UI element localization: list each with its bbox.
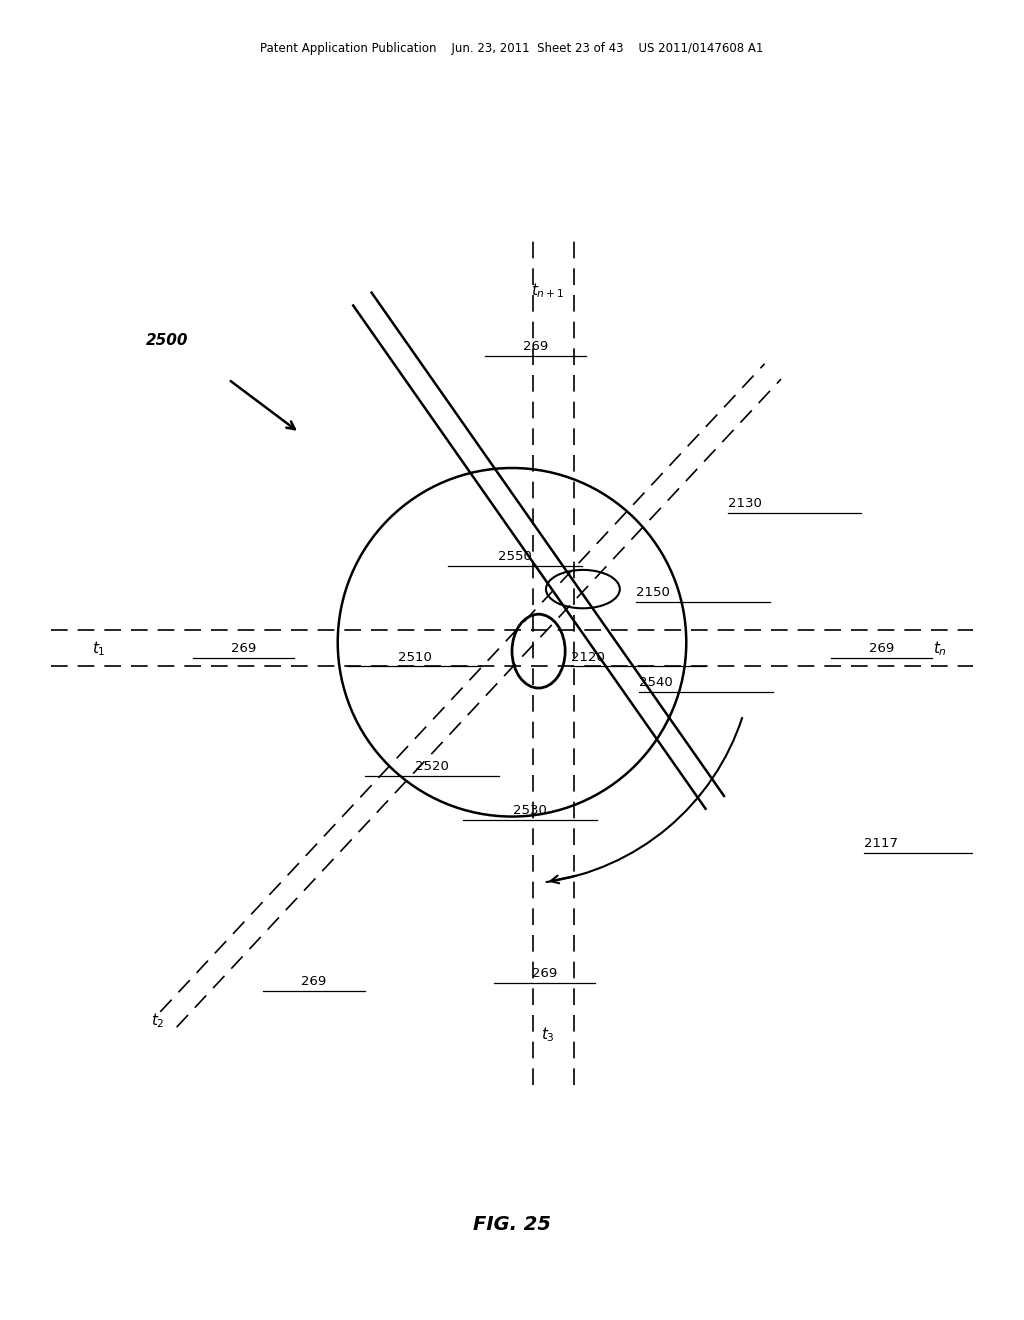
- Text: 2530: 2530: [513, 804, 547, 817]
- Text: 2520: 2520: [416, 760, 450, 772]
- Text: $t_3$: $t_3$: [541, 1026, 554, 1044]
- Text: Patent Application Publication    Jun. 23, 2011  Sheet 23 of 43    US 2011/01476: Patent Application Publication Jun. 23, …: [260, 42, 764, 55]
- Text: 269: 269: [301, 975, 327, 989]
- Text: $t_1$: $t_1$: [91, 639, 105, 657]
- Text: 269: 269: [531, 966, 557, 979]
- Text: 2130: 2130: [728, 496, 762, 510]
- Text: $t_n$: $t_n$: [933, 639, 947, 657]
- Text: $t_{n+1}$: $t_{n+1}$: [530, 281, 564, 300]
- Text: 269: 269: [523, 341, 548, 354]
- Text: FIG. 25: FIG. 25: [473, 1216, 551, 1234]
- Text: 269: 269: [868, 642, 894, 655]
- Text: 269: 269: [230, 642, 256, 655]
- Text: $t_2$: $t_2$: [151, 1011, 165, 1030]
- Text: 2120: 2120: [571, 651, 605, 664]
- Text: 2500: 2500: [145, 334, 188, 348]
- Text: 2150: 2150: [636, 586, 670, 598]
- Text: 2550: 2550: [498, 550, 531, 564]
- Text: 2117: 2117: [863, 837, 897, 850]
- Text: 2540: 2540: [639, 676, 673, 689]
- Text: 2510: 2510: [397, 651, 431, 664]
